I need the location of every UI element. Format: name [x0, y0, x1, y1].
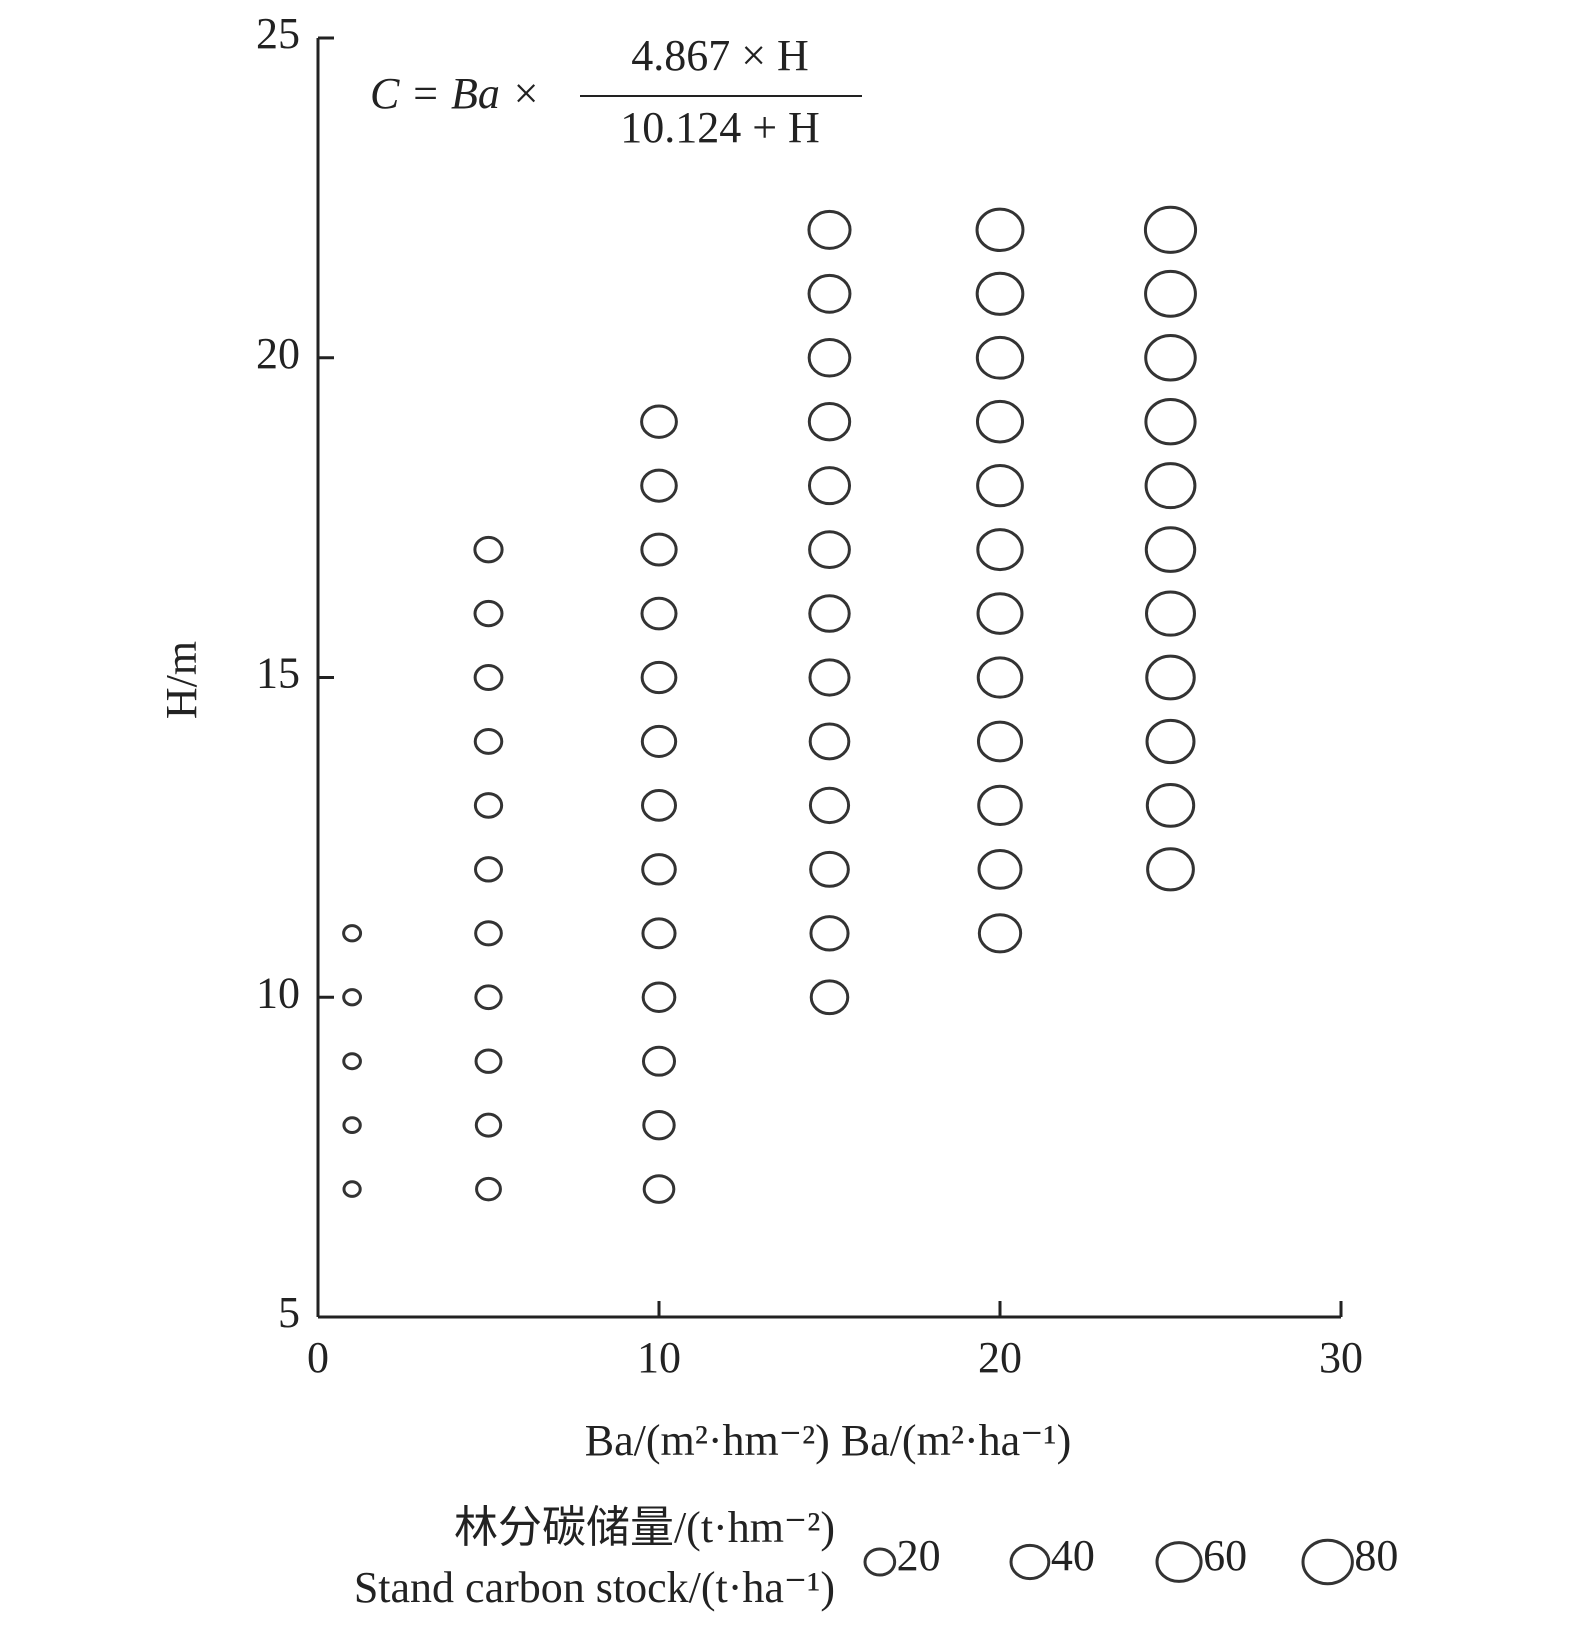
bubble	[474, 1048, 503, 1074]
legend-title: 林分碳储量/(t·hm⁻²)	[454, 1503, 835, 1552]
bubble	[641, 981, 677, 1013]
bubble	[640, 660, 678, 695]
bubble	[807, 337, 852, 378]
bubble	[641, 853, 677, 886]
legend-marker	[1009, 1543, 1051, 1581]
bubble	[1144, 269, 1197, 318]
bubble	[977, 848, 1023, 890]
bubble	[474, 920, 503, 947]
y-tick-label: 15	[256, 649, 300, 698]
bubble	[809, 850, 850, 888]
legend-label: 80	[1354, 1531, 1398, 1580]
bubble	[977, 913, 1023, 954]
bubble	[807, 466, 852, 506]
x-tick-label: 10	[637, 1333, 681, 1382]
formula-lhs: C = Ba ×	[370, 69, 541, 118]
bubble	[640, 789, 678, 822]
bubble	[1144, 398, 1197, 446]
bubble	[808, 722, 851, 761]
bubble	[976, 720, 1024, 763]
y-tick-label: 20	[256, 329, 300, 378]
bubble	[640, 404, 678, 439]
bubble	[976, 464, 1024, 508]
legend-marker	[1301, 1538, 1354, 1586]
bubble	[640, 468, 678, 503]
bubble	[473, 535, 504, 564]
bubble	[342, 988, 363, 1007]
bubble	[342, 1052, 362, 1071]
bubble	[809, 979, 850, 1016]
bubble	[976, 592, 1024, 635]
bubble	[641, 1045, 677, 1077]
x-axis-label: Ba/(m²·hm⁻²) Ba/(m²·ha⁻¹)	[585, 1416, 1072, 1465]
bubble	[807, 273, 852, 314]
bubble	[1144, 526, 1197, 573]
y-tick-label: 10	[256, 968, 300, 1017]
bubble	[807, 402, 852, 442]
bubble	[473, 663, 504, 692]
bubble	[975, 399, 1025, 444]
bubble	[808, 594, 851, 633]
x-tick-label: 20	[978, 1333, 1022, 1382]
legend-marker	[863, 1547, 897, 1577]
bubble	[976, 528, 1024, 572]
legend-label: 60	[1203, 1531, 1247, 1580]
bubble	[474, 984, 503, 1011]
bubble	[808, 786, 851, 825]
bubble	[342, 1180, 362, 1198]
bubble	[1145, 783, 1196, 828]
bubble	[1144, 462, 1197, 510]
bubble	[1144, 333, 1197, 382]
bubble	[640, 724, 678, 758]
bubble	[1143, 205, 1198, 254]
bubble	[641, 917, 677, 950]
bubble	[642, 1109, 676, 1141]
bubble	[473, 728, 504, 755]
bubble	[809, 915, 850, 952]
bubble	[808, 530, 851, 569]
bubble	[342, 1116, 362, 1135]
x-tick-label: 0	[307, 1333, 329, 1382]
bubble	[473, 792, 504, 819]
bubble	[976, 656, 1024, 699]
y-axis-label: H/m	[157, 641, 206, 719]
bubble	[975, 335, 1025, 380]
bubble	[808, 658, 851, 697]
legend-marker	[1155, 1541, 1203, 1583]
bubble	[1145, 718, 1196, 765]
bubble	[1145, 654, 1196, 701]
formula-denominator: 10.124 + H	[620, 103, 820, 152]
y-tick-label: 5	[278, 1288, 300, 1337]
x-tick-label: 30	[1319, 1333, 1363, 1382]
bubble	[975, 271, 1025, 316]
bubble	[977, 784, 1023, 827]
bubble	[1146, 847, 1195, 892]
bubble	[473, 599, 504, 628]
bubble	[642, 1174, 676, 1204]
formula-numerator: 4.867 × H	[631, 31, 809, 80]
y-tick-label: 25	[256, 9, 300, 58]
legend-label: 20	[897, 1531, 941, 1580]
bubble	[475, 1176, 502, 1202]
bubble	[474, 1112, 503, 1138]
legend-title: Stand carbon stock/(t·ha⁻¹)	[354, 1563, 835, 1612]
legend-label: 40	[1051, 1531, 1095, 1580]
bubble	[807, 209, 852, 250]
bubble	[640, 532, 678, 567]
bubble	[1145, 590, 1196, 637]
bubble	[975, 207, 1025, 253]
bubble	[342, 924, 363, 943]
bubble	[640, 596, 678, 631]
bubble	[474, 856, 503, 883]
